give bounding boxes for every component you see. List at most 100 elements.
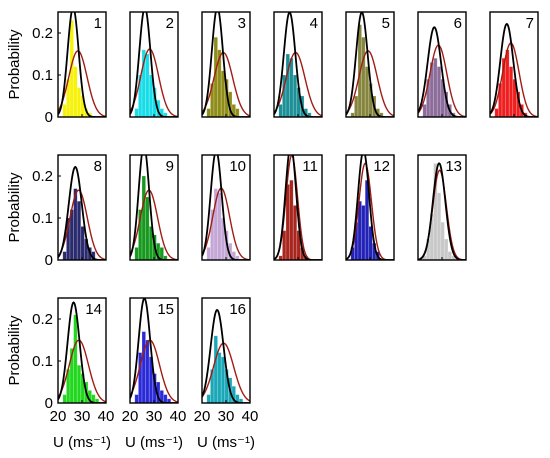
fit-red-curve bbox=[418, 44, 466, 117]
x-tick-label: 40 bbox=[242, 408, 259, 425]
panel-9: 9 bbox=[129, 154, 179, 261]
hist-bar bbox=[206, 394, 211, 403]
panel-number: 8 bbox=[94, 158, 102, 175]
panel-number: 6 bbox=[454, 15, 462, 32]
hist-bar bbox=[145, 339, 150, 403]
hist-bar bbox=[217, 192, 222, 260]
panel-8: 8 0 0.1 0.2 Probability bbox=[6, 154, 107, 269]
hist-bar bbox=[141, 175, 146, 260]
hist-bar bbox=[436, 192, 442, 260]
panel-6: 6 bbox=[417, 11, 467, 118]
hist-bar bbox=[292, 205, 298, 260]
hist-bar bbox=[361, 205, 366, 260]
panel-plot-area bbox=[58, 165, 106, 260]
panel-number: 15 bbox=[157, 301, 174, 318]
x-axis-label: U (ms⁻¹) bbox=[197, 434, 255, 451]
y-tick-label: 0 bbox=[45, 252, 53, 269]
hist-bar bbox=[62, 104, 67, 117]
y-tick-label: 0.2 bbox=[32, 168, 53, 185]
x-tick-label: 40 bbox=[98, 408, 115, 425]
y-tick-label: 0.2 bbox=[32, 311, 53, 328]
hist-bar bbox=[282, 230, 287, 260]
hist-bar bbox=[134, 108, 139, 117]
panel-plot-area bbox=[130, 155, 178, 260]
fit-black-curve bbox=[202, 155, 250, 260]
x-tick-label: 20 bbox=[194, 408, 211, 425]
panel-plot-area bbox=[202, 308, 250, 403]
hist-bar bbox=[163, 394, 168, 403]
hist-bar bbox=[235, 255, 240, 260]
hist-bar bbox=[76, 364, 82, 403]
hist-bar bbox=[217, 352, 222, 403]
x-tick-label: 20 bbox=[50, 408, 67, 425]
x-tick-label: 20 bbox=[122, 408, 139, 425]
hist-bar bbox=[354, 95, 359, 117]
hist-bar bbox=[62, 251, 67, 260]
panel-plot-area bbox=[418, 26, 466, 117]
panel-number: 16 bbox=[229, 301, 246, 318]
panel-number: 9 bbox=[166, 158, 174, 175]
y-tick-label: 0.2 bbox=[32, 25, 53, 42]
hist-bar bbox=[76, 200, 82, 260]
hist-bar bbox=[145, 196, 150, 260]
panel-number: 3 bbox=[238, 15, 246, 32]
fit-black-curve bbox=[418, 162, 466, 260]
hist-bar bbox=[444, 238, 449, 260]
fit-red-curve bbox=[58, 50, 106, 117]
hist-bar bbox=[433, 57, 438, 117]
y-tick-label: 0 bbox=[45, 395, 53, 412]
hist-bar bbox=[206, 108, 211, 117]
panel-number: 12 bbox=[373, 158, 390, 175]
panel-plot-area bbox=[274, 12, 322, 117]
panel-15: 15 20 30 40 U (ms⁻¹) bbox=[122, 297, 187, 451]
panel-12: 12 bbox=[345, 154, 395, 261]
hist-bar bbox=[494, 108, 499, 117]
panel-16: 16 20 30 40 U (ms⁻¹) bbox=[194, 297, 259, 451]
x-tick-label: 40 bbox=[170, 408, 187, 425]
x-axis-label: U (ms⁻¹) bbox=[53, 434, 111, 451]
panel-plot-area bbox=[202, 155, 250, 260]
panel-number: 5 bbox=[382, 15, 390, 32]
y-axis-label: Probability bbox=[6, 172, 23, 243]
y-tick-label: 0.1 bbox=[32, 353, 53, 370]
panel-plot-area bbox=[418, 162, 466, 260]
fit-red-curve bbox=[58, 189, 106, 260]
hist-bar bbox=[76, 87, 82, 117]
x-tick-label: 30 bbox=[146, 408, 163, 425]
fit-red-curve bbox=[346, 50, 394, 117]
hist-bar bbox=[296, 230, 301, 260]
hist-bar bbox=[422, 104, 427, 117]
fit-red-curve bbox=[274, 51, 322, 117]
panel-11: 11 bbox=[273, 154, 323, 261]
y-tick-label: 0 bbox=[45, 109, 53, 126]
fit-black-curve bbox=[130, 155, 178, 260]
hist-bar bbox=[141, 331, 146, 403]
panel-plot-area bbox=[346, 12, 394, 117]
hist-bar bbox=[206, 247, 211, 260]
hist-bar bbox=[364, 66, 370, 117]
fit-red-curve bbox=[202, 51, 250, 117]
panel-number: 1 bbox=[94, 15, 102, 32]
fit-red-curve bbox=[58, 339, 106, 403]
panel-2: 2 bbox=[129, 11, 179, 118]
fit-red-curve bbox=[202, 187, 250, 260]
panel-number: 11 bbox=[302, 158, 318, 175]
fit-red-curve bbox=[130, 189, 178, 260]
hist-bar bbox=[213, 335, 218, 403]
hist-bar bbox=[379, 112, 384, 117]
hist-bar bbox=[73, 314, 78, 403]
y-axis-label: Probability bbox=[6, 29, 23, 100]
panel-5: 5 bbox=[345, 11, 395, 118]
hist-bar bbox=[220, 70, 226, 117]
hist-bar bbox=[145, 53, 150, 117]
panel-number: 13 bbox=[445, 158, 462, 175]
panel-plot-area bbox=[490, 22, 538, 117]
hist-bar bbox=[159, 247, 164, 260]
panel-number: 14 bbox=[85, 301, 102, 318]
panel-number: 2 bbox=[166, 15, 174, 32]
hist-bar bbox=[505, 49, 510, 117]
panel-13: 13 bbox=[417, 154, 467, 261]
hist-bar bbox=[278, 104, 283, 117]
hist-bar bbox=[80, 226, 85, 260]
